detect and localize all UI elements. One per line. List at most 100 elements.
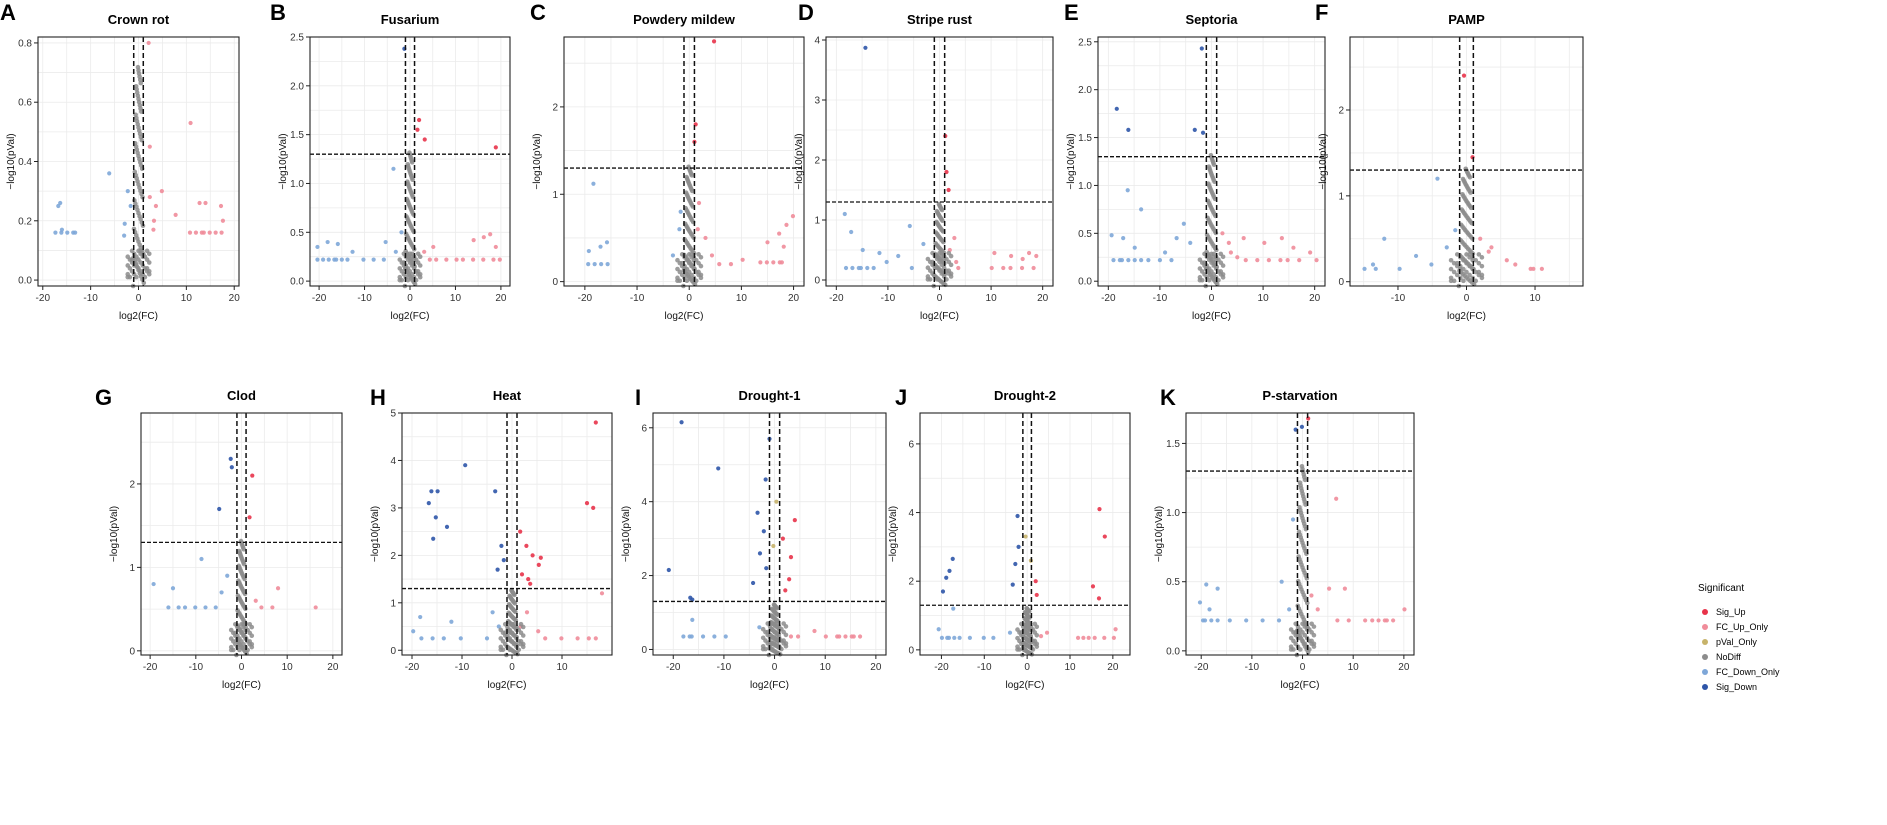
x-tick-label: 10	[282, 662, 294, 673]
legend-label: FC_Down_Only	[1716, 666, 1780, 677]
data-point-fc-down-only	[203, 605, 208, 610]
y-tick-label: 0.8	[18, 38, 32, 49]
data-point-fc-up-only	[1376, 618, 1381, 623]
data-point-sig-up	[787, 577, 792, 582]
data-point-fc-down-only	[122, 221, 127, 226]
data-point-sig-up	[415, 127, 420, 132]
data-point-fc-up-only	[159, 189, 164, 194]
data-point-sig-up	[1033, 579, 1038, 584]
data-point-sig-down	[1114, 106, 1119, 111]
y-tick-label: 1	[1338, 191, 1344, 202]
data-point-fc-down-only	[1126, 258, 1131, 263]
data-point-fc-down-only	[599, 262, 604, 267]
data-point-fc-up-only	[1008, 265, 1013, 271]
x-tick-label: 10	[1348, 662, 1360, 673]
volcano-panel-i: I Drought-1 -20 -10 0 10 20 0 2 4 6 log2(FC) −log10(…	[621, 385, 896, 700]
data-point-fc-down-only	[1146, 258, 1151, 263]
data-point-fc-up-only	[1513, 262, 1518, 267]
data-point-fc-up-only	[559, 636, 564, 641]
volcano-panel-h: H Heat -20 -10 0 10 0 1 2 3 4 5 log2(FC) −log10(pVal)	[370, 385, 622, 700]
data-point-fc-down-only	[1139, 207, 1144, 212]
data-point-fc-down-only	[73, 230, 78, 235]
data-point-fc-down-only	[484, 636, 490, 641]
data-point-nodiff	[1448, 266, 1454, 272]
data-point-fc-up-only	[493, 244, 498, 250]
data-point-nodiff	[415, 251, 421, 257]
data-point-fc-up-only	[709, 253, 715, 258]
data-point-fc-down-only	[1444, 245, 1449, 250]
data-point-fc-down-only	[411, 629, 416, 634]
x-tick-label: 20	[495, 293, 507, 304]
data-point-pval-only	[771, 543, 776, 549]
data-point-sig-up	[584, 501, 590, 506]
x-tick-label: 10	[181, 293, 193, 304]
volcano-panel-j: J Drought-2 -20 -10 0 10 20 0 2 4 6 log2(FC) −log10(…	[888, 385, 1140, 700]
data-point-sig-up	[530, 553, 535, 558]
y-axis-label: −log10(pVal)	[794, 133, 805, 189]
data-point-fc-up-only	[259, 605, 264, 610]
data-point-nodiff	[1460, 176, 1466, 182]
data-point-fc-up-only	[771, 260, 776, 265]
y-axis-label: −log10(pVal)	[109, 506, 120, 562]
data-point-fc-up-only	[543, 636, 548, 641]
data-point-fc-down-only	[219, 590, 224, 595]
data-point-sig-down	[1199, 46, 1204, 51]
x-tick-label: 10	[1529, 293, 1541, 304]
data-point-sig-up	[524, 543, 529, 548]
data-point-fc-down-only	[350, 249, 355, 254]
y-tick-label: 1.5	[1078, 133, 1092, 144]
data-point-sig-down	[1192, 127, 1197, 132]
data-point-sig-up	[536, 562, 541, 567]
x-tick-label: 0	[1024, 662, 1030, 673]
data-point-nodiff	[1448, 257, 1454, 263]
data-point-fc-up-only	[460, 257, 466, 262]
legend-swatch	[1702, 653, 1708, 660]
data-point-fc-down-only	[1413, 253, 1419, 259]
data-point-sig-down	[679, 420, 684, 425]
x-tick-label: 20	[1398, 662, 1410, 673]
data-point-sig-down	[944, 575, 949, 580]
data-point-fc-down-only	[1362, 266, 1367, 271]
data-point-fc-up-only	[275, 586, 281, 591]
y-tick-label: 4	[814, 36, 820, 47]
data-point-fc-up-only	[1278, 258, 1283, 263]
data-point-fc-down-only	[1132, 245, 1137, 250]
data-point-nodiff	[498, 636, 504, 641]
data-point-nodiff	[397, 266, 403, 271]
panel-letter: J	[895, 385, 908, 410]
data-point-sig-down	[1016, 544, 1021, 549]
plot-frame	[919, 412, 1131, 656]
legend-item-pval-only: pVal_Only	[1698, 634, 1780, 649]
data-point-fc-down-only	[1215, 618, 1220, 623]
chart-title: P-starvation	[1262, 388, 1337, 403]
x-tick-label: -10	[1153, 293, 1168, 304]
data-point-nodiff	[125, 271, 131, 277]
x-tick-label: -20	[1101, 293, 1116, 304]
data-point-fc-down-only	[1188, 240, 1193, 246]
data-point-sig-up	[526, 576, 531, 582]
data-point-fc-up-only	[1044, 630, 1050, 635]
x-tick-label: 0	[509, 662, 515, 673]
data-point-nodiff	[934, 208, 940, 214]
data-point-fc-up-only	[1285, 258, 1290, 263]
data-point-fc-down-only	[952, 635, 957, 640]
data-point-sig-up	[788, 554, 794, 560]
y-tick-label: 0.0	[18, 276, 32, 287]
data-point-nodiff	[769, 613, 774, 618]
y-tick-label: 1	[390, 598, 396, 609]
chart-title: Heat	[493, 388, 522, 403]
data-point-fc-down-only	[689, 634, 694, 639]
legend-label: FC_Up_Only	[1716, 621, 1769, 632]
data-point-sig-down	[940, 589, 946, 594]
panel-letter: E	[1064, 0, 1079, 25]
data-point-fc-down-only	[871, 265, 876, 271]
data-point-sig-down	[431, 536, 436, 541]
data-point-fc-down-only	[399, 230, 404, 235]
volcano-plot: Clod -20 -10 0 10 20 0 1 2 log2(FC) −log10(pVal)	[109, 388, 343, 691]
y-tick-label: 2.5	[1078, 37, 1092, 48]
data-point-sig-down	[228, 456, 233, 461]
x-tick-label: -20	[405, 662, 420, 673]
y-tick-label: 0.5	[1166, 577, 1180, 588]
data-point-fc-down-only	[1207, 607, 1212, 612]
data-point-nodiff	[507, 593, 512, 599]
